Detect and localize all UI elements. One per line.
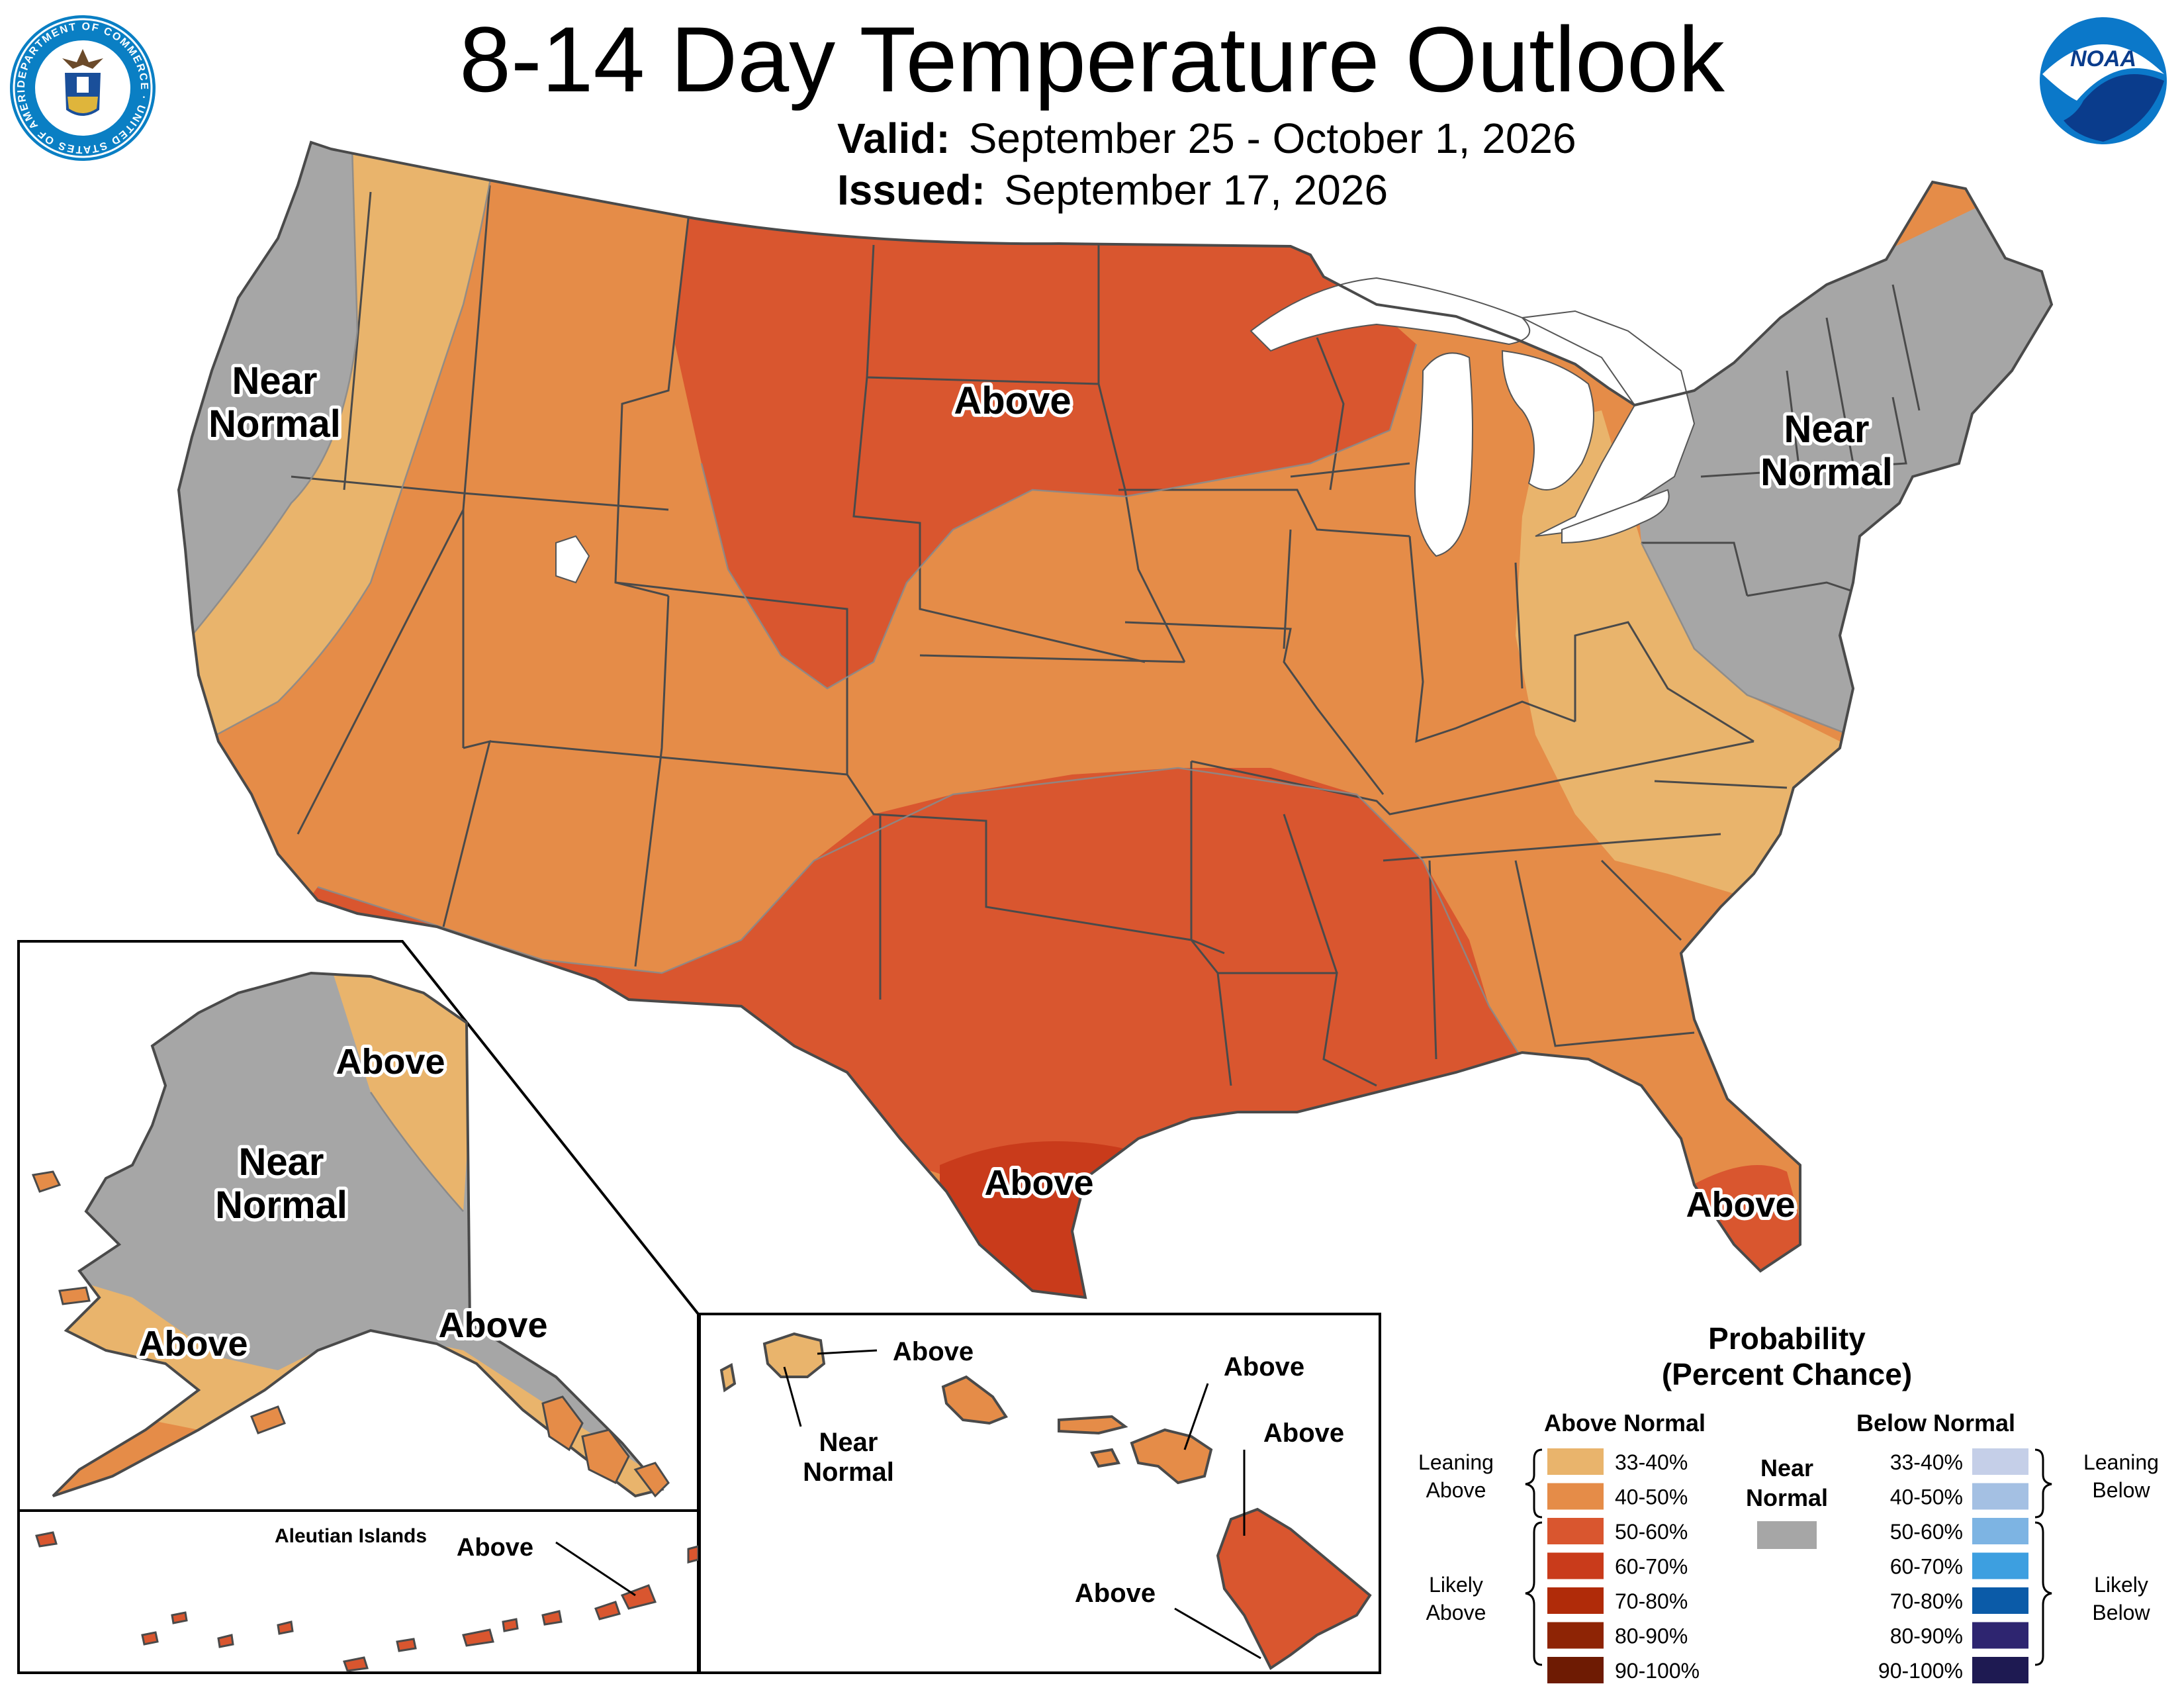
legend-below-range-3: 50-60% [1890, 1520, 1963, 1544]
legend-near-swatch [1757, 1521, 1817, 1549]
legend-below-swatch-3 [1972, 1518, 2028, 1544]
hawaii-label-hi-kauai-line-1: Above [893, 1337, 974, 1366]
legend-above-range-2: 40-50% [1615, 1485, 1688, 1509]
legend-below-range-4: 60-70% [1890, 1555, 1963, 1579]
alaska-label-ak-se-line-1: Above [438, 1305, 547, 1345]
issued-label: Issued: [837, 166, 986, 214]
lake-superior [1250, 277, 1531, 352]
hawaii-big-island-shape [1216, 1507, 1372, 1670]
likely-below-line-2: Below [2092, 1601, 2150, 1624]
leaning-above-line-2: Above [1426, 1478, 1486, 1502]
valid-line: Valid: September 25 - October 1, 2026 [837, 114, 1576, 163]
hawaii-label-hi-oahu-line-1: Above [1224, 1352, 1304, 1382]
legend-below-range-7: 90-100% [1878, 1659, 1963, 1683]
likely-below-line-1: Likely [2094, 1573, 2148, 1597]
legend-above-swatch-2 [1547, 1483, 1604, 1510]
oahu-shape [941, 1375, 1009, 1425]
valid-label: Valid: [837, 115, 950, 162]
legend-below-swatch-4 [1972, 1552, 2028, 1579]
legend-near-label-line-1: Near [1760, 1454, 1813, 1481]
conus-label-nw-line-2: Normal [208, 402, 341, 445]
legend-title: Probability (Percent Chance) [1569, 1321, 2005, 1392]
aleutian-above-label: Above [457, 1534, 533, 1562]
legend-above-swatches: 33-40% 40-50% 50-60% 60-70% 70-80% 80-90% 90-1… [1547, 1448, 1700, 1683]
legend-above-swatch-5 [1547, 1587, 1604, 1614]
likely-above-line-2: Above [1426, 1601, 1486, 1624]
department-of-commerce-seal-icon: DEPARTMENT OF COMMERCE · UNITED STATES O… [7, 12, 156, 161]
kauai-shape [762, 1332, 826, 1378]
likely-above-line-1: Likely [1429, 1573, 1483, 1597]
state-boundaries [291, 185, 1921, 1087]
hawaii-label-hi-niihau-line-2: Normal [803, 1458, 894, 1487]
molokai-shape [1058, 1415, 1128, 1435]
legend-above-range-6: 80-90% [1615, 1624, 1688, 1648]
lake-michigan [1414, 352, 1473, 557]
hawaii-label-hi-niihau-line-1: Near [819, 1428, 878, 1457]
leaning-below-line-2: Below [2092, 1478, 2150, 1502]
issued-date: September 17, 2026 [1004, 166, 1388, 214]
lake-huron [1501, 350, 1594, 491]
map-title: 8-14 Day Temperature Outlook [459, 7, 1725, 111]
conus-label-plains-line-1: Above [954, 379, 1071, 422]
alaska-label-ak-main-line-2: Normal [215, 1184, 347, 1227]
hawaii-label-hi-maui-line-1: Above [1263, 1419, 1344, 1448]
legend-above-range-4: 60-70% [1615, 1555, 1688, 1579]
legend-below-swatch-2 [1972, 1483, 2028, 1510]
issued-line: Issued: September 17, 2026 [837, 165, 1388, 214]
legend-below-range-2: 40-50% [1890, 1485, 1963, 1509]
conus-label-ne-line-1: Near [1784, 408, 1870, 451]
legend-above-swatch-4 [1547, 1552, 1604, 1579]
legend-above-range-5: 70-80% [1615, 1589, 1688, 1613]
great-salt-lake [555, 535, 590, 584]
leaning-above-line-1: Leaning [1418, 1450, 1494, 1474]
legend-title-line-1: Probability [1708, 1321, 1866, 1356]
legend-below-swatch-6 [1972, 1622, 2028, 1649]
aleutian-islands-shapes [35, 1531, 700, 1672]
noaa-logo-text: NOAA [2070, 46, 2136, 71]
legend-above-range-1: 33-40% [1615, 1450, 1688, 1474]
aleutian-islands-title: Aleutian Islands [275, 1525, 427, 1547]
hawaii-label-hi-big-line-1: Above [1075, 1579, 1156, 1608]
alaska-label-ak-ne-line-1: Above [336, 1042, 445, 1082]
valid-dates: September 25 - October 1, 2026 [968, 115, 1576, 162]
leaning-below-line-1: Leaning [2083, 1450, 2159, 1474]
alaska-label-ak-sw-line-1: Above [138, 1324, 248, 1364]
legend-above-range-7: 90-100% [1615, 1659, 1700, 1683]
legend-above-swatch-7 [1547, 1657, 1604, 1683]
legend-below-range-6: 80-90% [1890, 1624, 1963, 1648]
maui-shape [1130, 1428, 1213, 1485]
legend-above-swatch-1 [1547, 1448, 1604, 1475]
above-normal-header: Above Normal [1544, 1409, 1706, 1436]
lanai-shape [1090, 1448, 1120, 1468]
below-normal-header: Below Normal [1856, 1409, 2015, 1436]
legend-below-range-1: 33-40% [1890, 1450, 1963, 1474]
conus-label-fl-line-1: Above [1686, 1185, 1795, 1225]
legend-below-swatch-7 [1972, 1657, 2028, 1683]
legend-below-swatches: 33-40% 40-50% 50-60% 60-70% 70-80% 80-90% 90-1… [1878, 1448, 2028, 1683]
legend-below-swatch-1 [1972, 1448, 2028, 1475]
niihau-shape [719, 1362, 737, 1393]
lake-erie [1561, 489, 1670, 544]
alaska-label-ak-main-line-1: Near [239, 1141, 324, 1184]
legend-above-range-3: 50-60% [1615, 1520, 1688, 1544]
legend-below-range-5: 70-80% [1890, 1589, 1963, 1613]
legend-above-swatch-3 [1547, 1518, 1604, 1544]
legend-near-label-line-2: Normal [1746, 1484, 1828, 1511]
conus-label-ne-line-2: Normal [1760, 451, 1893, 494]
legend-above-swatch-6 [1547, 1622, 1604, 1649]
legend-title-line-2: (Percent Chance) [1661, 1357, 1913, 1391]
conus-label-nw-line-1: Near [232, 359, 318, 402]
legend-below-swatch-5 [1972, 1587, 2028, 1614]
noaa-logo-icon: NOAA [2040, 17, 2167, 144]
conus-label-tx-line-1: Above [984, 1163, 1093, 1203]
